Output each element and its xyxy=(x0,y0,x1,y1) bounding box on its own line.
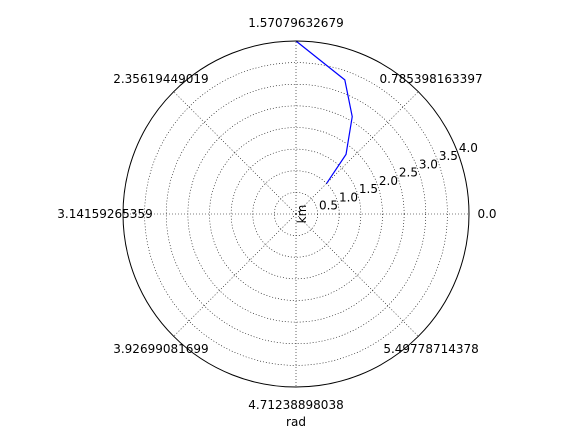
angle-tick-label: 3.92699081699 xyxy=(113,342,208,356)
radial-tick-label: 3.0 xyxy=(419,157,438,171)
radial-gridline xyxy=(144,62,448,366)
angle-tick-label: 1.57079632679 xyxy=(248,16,343,30)
radial-tick-label: 4.0 xyxy=(459,141,478,155)
y-axis-label: km xyxy=(295,205,309,224)
polar-grid xyxy=(123,41,469,387)
angle-tick-label: 0.785398163397 xyxy=(380,72,483,86)
radial-tick-label: 0.5 xyxy=(319,199,338,213)
radial-gridline xyxy=(252,170,340,258)
angular-gridline xyxy=(173,91,297,215)
radial-gridline xyxy=(209,127,383,301)
angular-gridline xyxy=(295,213,419,337)
radial-gridline xyxy=(230,148,362,280)
radial-gridline xyxy=(187,105,405,323)
radial-tick-label: 1.5 xyxy=(359,182,378,196)
angular-gridline xyxy=(173,213,297,337)
angle-tick-label: 3.14159265359 xyxy=(57,207,152,221)
radial-tick-label: 1.0 xyxy=(339,190,358,204)
angle-tick-label: 2.35619449019 xyxy=(113,72,208,86)
radial-tick-label: 3.5 xyxy=(439,149,458,163)
angle-tick-label: 0.0 xyxy=(477,207,496,221)
series-line xyxy=(295,40,353,184)
polar-frame xyxy=(122,40,470,388)
x-axis-label: rad xyxy=(286,415,306,429)
radial-gridline xyxy=(274,192,318,236)
angle-tick-label: 4.71238898038 xyxy=(248,398,343,412)
radial-tick-label: 2.5 xyxy=(399,166,418,180)
angular-gridline xyxy=(295,91,419,215)
radial-gridline xyxy=(165,83,427,345)
tick-labels: 0.0 0.785398163397 1.57079632679 2.35619449… xyxy=(57,16,496,412)
angle-tick-label: 5.49778714378 xyxy=(383,342,478,356)
radial-tick-label: 2.0 xyxy=(379,174,398,188)
series-layer xyxy=(295,40,353,184)
